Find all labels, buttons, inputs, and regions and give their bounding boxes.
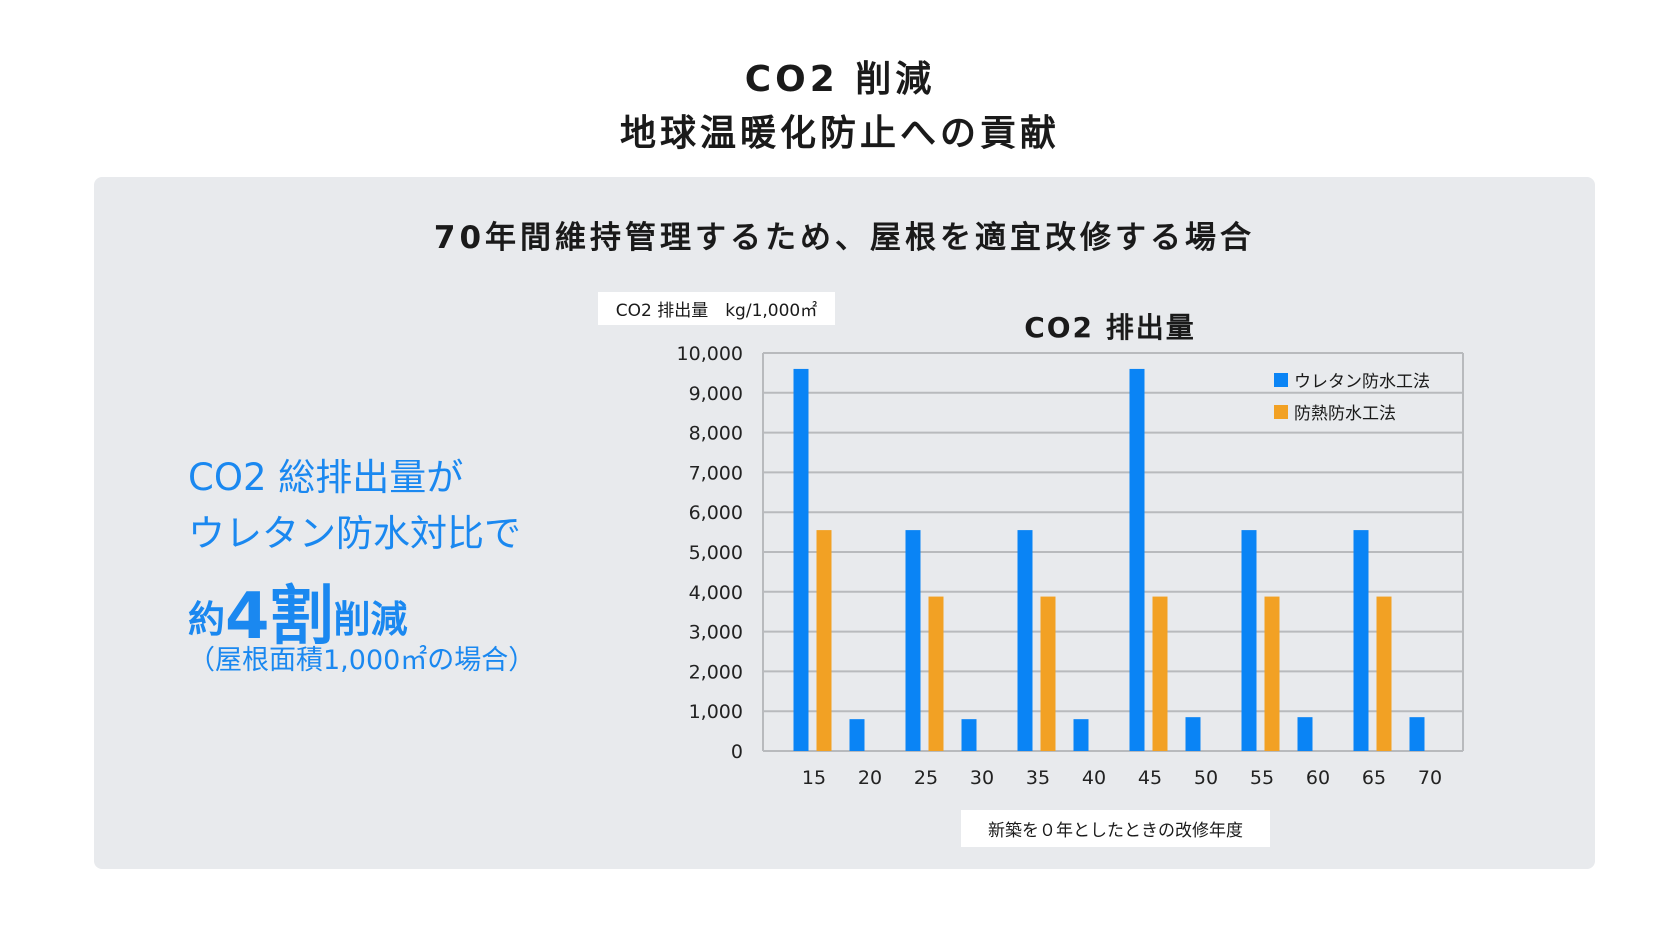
x-tick-label: 65	[1362, 767, 1386, 789]
lead-note: （屋根面積1,000㎡の場合）	[188, 645, 536, 676]
x-tick-label: 40	[1082, 767, 1106, 789]
y-tick-label: 10,000	[677, 343, 743, 365]
bar-insulation	[1264, 596, 1280, 751]
y-tick-label: 1,000	[689, 701, 743, 723]
bar-insulation	[1152, 596, 1168, 751]
x-tick-label: 20	[858, 767, 882, 789]
y-tick-label: 2,000	[689, 661, 743, 683]
x-tick-label: 60	[1306, 767, 1330, 789]
x-tick-label: 25	[914, 767, 938, 789]
bar-urethane	[1241, 530, 1257, 751]
content-panel	[94, 177, 1595, 869]
lead-suffix: 削減	[333, 598, 408, 641]
lead-line-3: 約4割削減	[188, 565, 408, 657]
bar-urethane	[905, 530, 921, 751]
bar-insulation	[1376, 596, 1392, 751]
x-tick-label: 70	[1418, 767, 1442, 789]
y-axis-label: CO2 排出量 kg/1,000㎡	[598, 292, 835, 325]
page-title: CO2 削減	[744, 59, 936, 100]
bar-urethane	[1297, 717, 1313, 751]
legend-swatch	[1274, 372, 1288, 387]
y-tick-label: 3,000	[689, 622, 743, 644]
x-tick-label: 55	[1250, 767, 1274, 789]
y-tick-label: 4,000	[689, 582, 743, 604]
y-tick-label: 7,000	[689, 462, 743, 484]
legend-label: 防熱防水工法	[1294, 404, 1396, 424]
legend-item-urethane: ウレタン防水工法	[1274, 367, 1430, 392]
lead-line-2: ウレタン防水対比で	[188, 512, 521, 555]
bar-urethane	[1073, 719, 1089, 751]
bar-urethane	[1017, 530, 1033, 751]
x-tick-label: 45	[1138, 767, 1162, 789]
page-subtitle: 地球温暖化防止への貢献	[619, 113, 1060, 154]
y-tick-label: 6,000	[689, 502, 743, 524]
y-tick-label: 0	[731, 741, 743, 763]
x-tick-label: 35	[1026, 767, 1050, 789]
panel-heading: 70年間維持管理するため、屋根を適宜改修する場合	[433, 220, 1256, 256]
x-tick-label: 50	[1194, 767, 1218, 789]
x-tick-label: 15	[802, 767, 826, 789]
bar-insulation	[1040, 596, 1056, 751]
x-tick-label: 30	[970, 767, 994, 789]
legend-swatch	[1274, 404, 1288, 419]
legend-item-insulation: 防熱防水工法	[1274, 399, 1396, 424]
y-tick-label: 5,000	[689, 542, 743, 564]
lead-line-1: CO2 総排出量が	[188, 456, 464, 499]
bar-urethane	[1353, 530, 1369, 751]
bar-insulation	[816, 530, 832, 751]
y-tick-label: 9,000	[689, 383, 743, 405]
bar-insulation	[928, 596, 944, 751]
x-axis-label: 新築を０年としたときの改修年度	[961, 810, 1270, 847]
bar-urethane	[1185, 717, 1201, 751]
y-tick-label: 8,000	[689, 423, 743, 445]
bar-urethane	[961, 719, 977, 751]
lead-highlight: 4割	[225, 580, 334, 654]
lead-prefix: 約	[188, 598, 225, 641]
bar-urethane	[1409, 717, 1425, 751]
bar-urethane	[1129, 368, 1145, 751]
bar-urethane	[793, 368, 809, 751]
bar-urethane	[849, 719, 865, 751]
chart-title: CO2 排出量	[1024, 311, 1196, 344]
legend-label: ウレタン防水工法	[1294, 372, 1430, 392]
